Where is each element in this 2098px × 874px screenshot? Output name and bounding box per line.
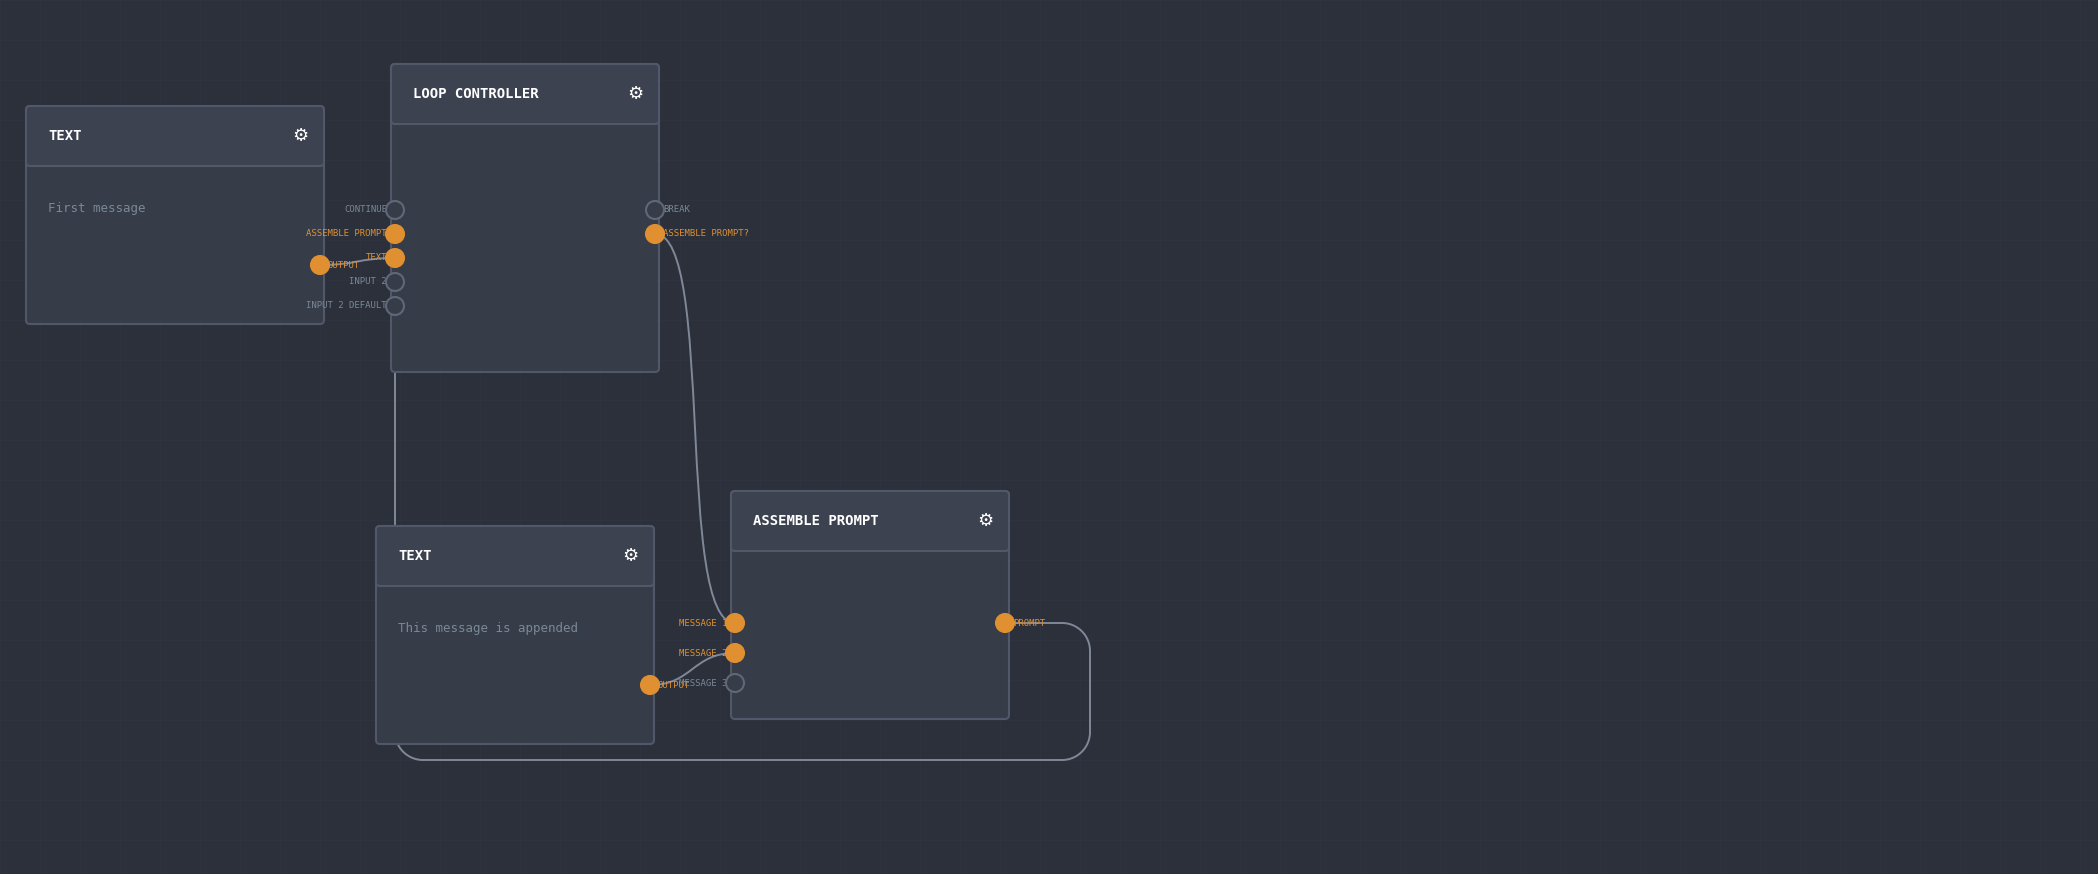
FancyBboxPatch shape xyxy=(376,526,655,744)
Text: MESSAGE 2: MESSAGE 2 xyxy=(678,649,728,657)
Text: CONTINUE: CONTINUE xyxy=(344,205,386,214)
FancyBboxPatch shape xyxy=(730,491,1009,551)
Text: This message is appended: This message is appended xyxy=(399,622,579,635)
Circle shape xyxy=(311,256,329,274)
Text: OUTPUT: OUTPUT xyxy=(659,681,690,690)
Circle shape xyxy=(386,225,405,243)
Text: INPUT 2 DEFAULT: INPUT 2 DEFAULT xyxy=(306,302,386,310)
Circle shape xyxy=(726,644,745,662)
Text: PROMPT: PROMPT xyxy=(1013,619,1045,628)
Circle shape xyxy=(386,273,405,291)
Circle shape xyxy=(386,297,405,315)
FancyBboxPatch shape xyxy=(390,64,659,124)
Text: BREAK: BREAK xyxy=(663,205,690,214)
Circle shape xyxy=(386,201,405,219)
Text: OUTPUT: OUTPUT xyxy=(327,260,361,269)
Text: TEXT: TEXT xyxy=(399,549,432,563)
Text: ⚙: ⚙ xyxy=(621,547,638,565)
Circle shape xyxy=(997,614,1013,632)
Circle shape xyxy=(646,201,663,219)
Text: MESSAGE 3: MESSAGE 3 xyxy=(678,678,728,688)
Text: ⚙: ⚙ xyxy=(627,85,644,103)
Text: INPUT 2: INPUT 2 xyxy=(350,278,386,287)
Text: ⚙: ⚙ xyxy=(292,127,308,145)
Text: ASSEMBLE PROMPT: ASSEMBLE PROMPT xyxy=(306,230,386,239)
FancyBboxPatch shape xyxy=(25,106,323,166)
FancyBboxPatch shape xyxy=(25,106,323,324)
Circle shape xyxy=(726,614,745,632)
Text: ⚙: ⚙ xyxy=(978,512,992,530)
Text: ASSEMBLE PROMPT: ASSEMBLE PROMPT xyxy=(753,514,879,528)
Circle shape xyxy=(386,249,405,267)
Circle shape xyxy=(642,676,659,694)
Text: MESSAGE 1: MESSAGE 1 xyxy=(678,619,728,628)
FancyBboxPatch shape xyxy=(390,64,659,372)
Text: TEXT: TEXT xyxy=(48,129,82,143)
FancyBboxPatch shape xyxy=(730,491,1009,719)
Text: LOOP CONTROLLER: LOOP CONTROLLER xyxy=(413,87,539,101)
Text: ASSEMBLE PROMPT?: ASSEMBLE PROMPT? xyxy=(663,230,749,239)
Text: TEXT: TEXT xyxy=(365,253,386,262)
Circle shape xyxy=(726,674,745,692)
FancyBboxPatch shape xyxy=(376,526,655,586)
Circle shape xyxy=(646,225,663,243)
Text: First message: First message xyxy=(48,202,145,215)
